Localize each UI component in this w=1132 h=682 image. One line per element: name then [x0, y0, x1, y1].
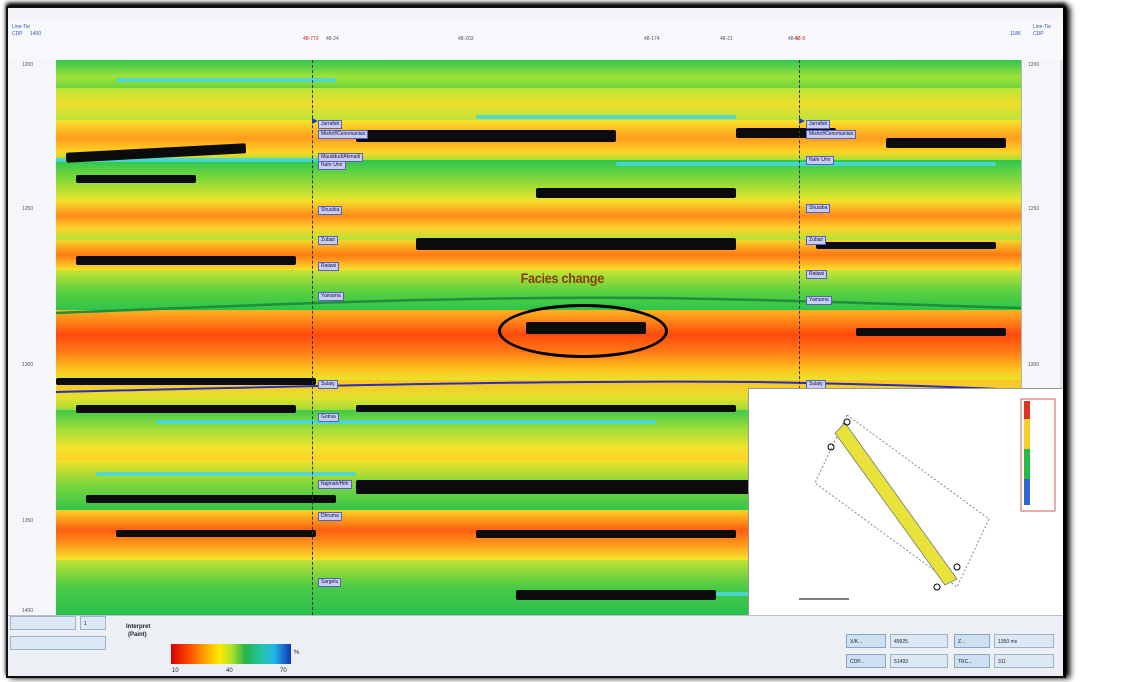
well-marker[interactable]: Zubair	[318, 236, 339, 245]
status-field[interactable]	[10, 636, 106, 650]
amplitude-blob	[76, 256, 296, 265]
amplitude-blob	[416, 238, 736, 250]
well-marker[interactable]: Jarrafah	[318, 120, 343, 129]
facies-change-label: Facies change	[520, 270, 605, 286]
amplitude-blob	[76, 175, 196, 183]
amplitude-blob	[536, 188, 736, 198]
small-input[interactable]	[10, 616, 76, 630]
left-time-axis: 1200 1250 1300 1350 1400	[8, 60, 57, 615]
left-tick: 1350	[22, 518, 34, 524]
right-tick: 1200	[1028, 62, 1040, 68]
top-right-label: CDP	[1033, 31, 1044, 37]
colorbar-tick: 70	[280, 668, 287, 674]
top-tick: 48-9	[795, 36, 806, 42]
status-panel: 1 Interpret (Paint) % 10 40 70 X/K... 49…	[8, 615, 1063, 676]
well-marker-flag	[799, 118, 805, 124]
window-toolbar	[8, 8, 1063, 23]
amplitude-blob	[856, 328, 1006, 336]
amplitude-blob	[516, 590, 716, 600]
well-marker[interactable]: Jarrafah	[806, 120, 831, 129]
seismic-viewer-window: Line-Tie CDP 1400 Line-Tie CDP 1186 48-7…	[6, 6, 1066, 678]
amplitude-blob	[76, 405, 296, 413]
facies-change-ellipse	[498, 304, 668, 358]
cyan-reflector	[96, 472, 356, 476]
right-tick: 1300	[1028, 362, 1040, 368]
amplitude-blob	[886, 138, 1006, 148]
top-right-label: Line-Tie	[1033, 24, 1051, 30]
top-tick: 48-174	[644, 36, 660, 42]
amplitude-colorbar	[171, 644, 291, 664]
well-marker[interactable]: Mishrif/Cenomanian	[318, 130, 369, 139]
well-marker[interactable]: Nahr Umr	[318, 161, 346, 170]
right-tick: 1250	[1028, 206, 1040, 212]
amplitude-blob	[356, 130, 616, 142]
cyan-reflector	[476, 115, 736, 119]
left-tick: 1400	[22, 608, 34, 614]
amplitude-blob	[56, 378, 316, 385]
top-tick: 48-773	[303, 36, 319, 42]
amplitude-blob	[816, 242, 996, 249]
horizon-lines	[56, 296, 1021, 393]
trc-value: 311	[994, 654, 1054, 668]
amplitude-blob	[86, 495, 336, 503]
cyan-reflector	[156, 420, 656, 424]
well-marker[interactable]: Dhruma	[318, 512, 342, 521]
well-marker[interactable]: Zubair	[806, 236, 827, 245]
trc-label: TRC...	[954, 654, 990, 668]
amplitude-band	[56, 88, 1021, 120]
well-marker[interactable]: Najmah/Hith	[318, 480, 352, 489]
amplitude-blob	[476, 530, 736, 538]
top-left-label: CDP	[12, 31, 23, 37]
top-tick: 48-203	[458, 36, 474, 42]
amplitude-blob	[356, 480, 756, 494]
well-marker[interactable]: Gotnia	[318, 413, 339, 422]
x-value: 49925	[890, 634, 948, 648]
well-marker[interactable]: Shuaiba	[318, 206, 343, 215]
well-marker[interactable]: Shuaiba	[806, 204, 831, 213]
colorbar-tick: 10	[172, 668, 179, 674]
vertical-scrollbar[interactable]	[1060, 60, 1063, 615]
cdp-value: 51493	[890, 654, 948, 668]
basemap-inset[interactable]	[748, 388, 1063, 622]
well-marker[interactable]: Yamama	[318, 292, 344, 301]
well-marker[interactable]: Ratawi	[318, 262, 340, 271]
amplitude-blob	[736, 128, 836, 138]
well-marker[interactable]: Sulaiy	[318, 380, 338, 389]
left-tick: 1300	[22, 362, 34, 368]
top-left-label: 1400	[30, 31, 42, 37]
top-tick: 48-5	[788, 36, 799, 42]
amplitude-band	[56, 200, 1021, 240]
cyan-reflector	[116, 78, 336, 82]
top-axis: Line-Tie CDP 1400 Line-Tie CDP 1186 48-7…	[8, 22, 1063, 62]
amplitude-band	[56, 60, 1021, 88]
left-tick: 1200	[22, 62, 34, 68]
amplitude-blob	[356, 405, 736, 412]
basemap-svg	[799, 398, 1056, 600]
well-48-773	[312, 60, 314, 615]
cyan-reflector	[56, 158, 356, 162]
colorbar-tick: 40	[226, 668, 233, 674]
z-value: 1350 ms	[994, 634, 1054, 648]
x-label: X/K...	[846, 634, 886, 648]
top-right-label: 1186	[1010, 31, 1021, 37]
z-label: Z...	[954, 634, 990, 648]
amplitude-blob	[116, 530, 316, 537]
top-tick: 48-21	[720, 36, 733, 42]
colorbar-unit: %	[294, 650, 300, 656]
well-marker[interactable]: Sargelu	[318, 578, 342, 587]
top-tick: 48-24	[326, 36, 339, 42]
interpret-sub-label: (Paint)	[128, 632, 147, 638]
small-input[interactable]: 1	[80, 616, 106, 630]
cdp-label: CDP...	[846, 654, 886, 668]
well-marker[interactable]: Yamama	[806, 296, 832, 305]
top-left-label: Line-Tie	[12, 24, 30, 30]
left-tick: 1250	[22, 206, 34, 212]
well-48-5	[799, 60, 801, 615]
well-marker[interactable]: Nahr Umr	[806, 156, 834, 165]
interpret-label: Interpret	[126, 624, 151, 630]
well-marker[interactable]: Mishrif/Cenomanian	[806, 130, 857, 139]
well-marker[interactable]: Ratawi	[806, 270, 828, 279]
well-marker-flag	[312, 118, 318, 124]
